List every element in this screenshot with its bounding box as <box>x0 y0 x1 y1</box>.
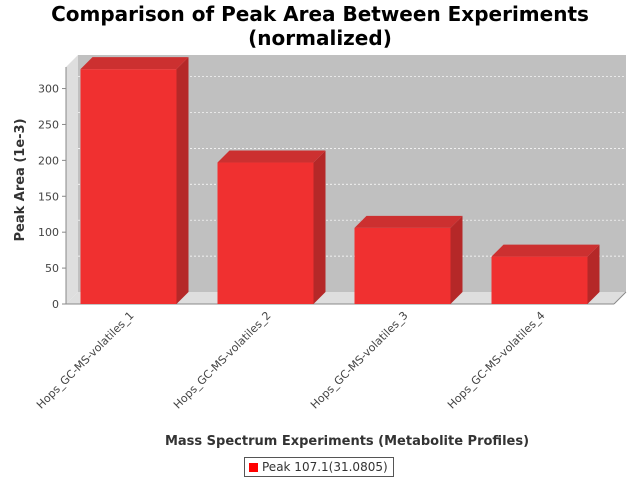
bar <box>217 150 326 304</box>
x-tick-label: Hops_GC-MS-volatiles_4 <box>445 309 548 412</box>
bar-side <box>587 244 600 304</box>
plot-left-wall <box>66 55 78 304</box>
chart-title-line-1: Comparison of Peak Area Between Experime… <box>51 2 589 26</box>
x-axis: Hops_GC-MS-volatiles_1 Hops_GC-MS-volatil… <box>34 309 548 412</box>
y-tick-label: 250 <box>38 118 59 131</box>
y-tick-label: 0 <box>52 298 59 311</box>
plot-floor <box>66 292 626 304</box>
y-tick-label: 150 <box>38 190 59 203</box>
x-axis-label: Mass Spectrum Experiments (Metabolite Pr… <box>165 434 529 449</box>
bar-front <box>491 256 588 304</box>
bar <box>80 57 189 305</box>
bar <box>354 215 463 304</box>
bar-side <box>313 150 326 304</box>
y-tick-label: 300 <box>38 83 59 96</box>
y-tick-label: 100 <box>38 226 59 239</box>
bar-top <box>80 57 189 70</box>
y-tick-label: 50 <box>45 262 59 275</box>
chart-title: Comparison of Peak Area Between Experime… <box>0 2 640 50</box>
bars <box>80 57 600 305</box>
legend-label: Peak 107.1(31.0805) <box>262 460 388 474</box>
bar-front <box>80 69 177 305</box>
legend: Peak 107.1(31.0805) <box>244 457 394 477</box>
x-tick-label: Hops_GC-MS-volatiles_1 <box>34 309 137 412</box>
y-tick-label: 200 <box>38 154 59 167</box>
chart-title-line-2: (normalized) <box>248 26 392 50</box>
bar-side <box>450 215 463 304</box>
bar-side <box>176 57 189 305</box>
x-tick-label: Hops_GC-MS-volatiles_3 <box>308 309 411 412</box>
bar-top <box>491 244 600 257</box>
plot-floor-edge-right <box>613 291 627 305</box>
bar-top <box>217 150 326 163</box>
bar-front <box>217 162 314 304</box>
bar <box>491 244 600 304</box>
y-axis-label: Peak Area (1e-3) <box>13 118 28 241</box>
legend-swatch <box>249 462 258 472</box>
bar-front <box>354 227 451 304</box>
x-tick-label: Hops_GC-MS-volatiles_2 <box>171 309 274 412</box>
bar-top <box>354 215 463 228</box>
y-axis: 0 50 100 150 200 250 300 <box>38 67 67 311</box>
